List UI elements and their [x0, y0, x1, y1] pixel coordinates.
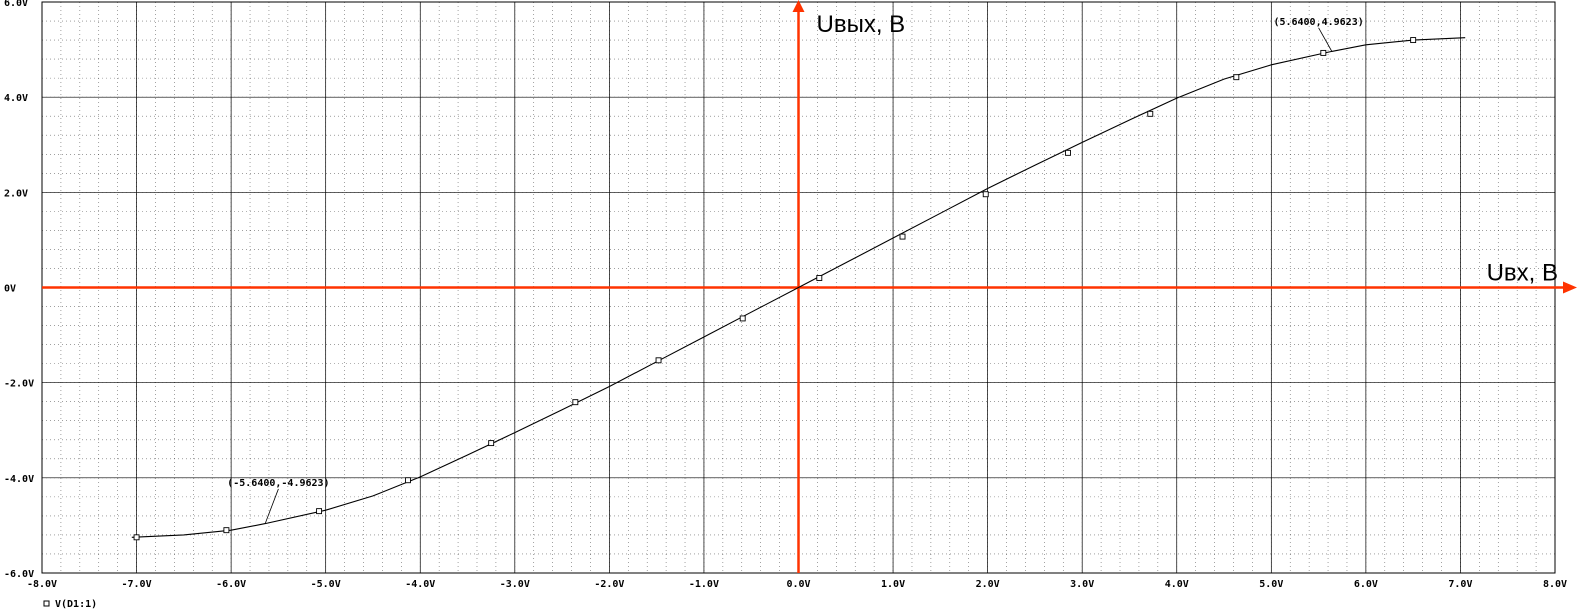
- y-tick-label: 2.0V: [4, 188, 28, 199]
- data-point-marker: [739, 315, 746, 322]
- data-point-marker: [655, 357, 662, 364]
- y-tick-label: 6.0V: [4, 0, 28, 9]
- data-point-marker: [133, 534, 140, 541]
- legend: V(D1:1): [43, 599, 97, 610]
- red-axes: [42, 0, 1577, 573]
- y-axis-title: Uвых, В: [817, 11, 906, 38]
- x-tick-label: -4.0V: [405, 579, 435, 590]
- data-point-marker: [316, 508, 323, 515]
- x-tick-label: 7.0V: [1448, 579, 1472, 590]
- legend-label: V(D1:1): [55, 599, 97, 610]
- x-axis-title: Uвх, В: [1487, 260, 1558, 287]
- y-tick-label: -2.0V: [4, 379, 34, 390]
- series-group: [131, 37, 1466, 538]
- x-tick-label: -2.0V: [594, 579, 624, 590]
- x-tick-label: -1.0V: [689, 579, 719, 590]
- annotations-group: (5.6400,4.9623) (-5.6400,-4.9623): [227, 17, 1364, 524]
- x-axis-arrow-icon: [1563, 281, 1577, 294]
- x-tick-label: 0.0V: [786, 579, 810, 590]
- data-point-marker: [1410, 37, 1417, 44]
- x-tick-label: 2.0V: [976, 579, 1000, 590]
- data-point-marker: [1065, 149, 1071, 156]
- annotation-label: (5.6400,4.9623): [1273, 17, 1363, 28]
- data-point-marker: [1147, 110, 1154, 117]
- x-tick-label: -3.0V: [500, 579, 530, 590]
- data-point-marker: [816, 275, 823, 281]
- data-point-marker: [405, 477, 411, 484]
- annotation-label: (-5.6400,-4.9623): [227, 478, 329, 489]
- y-axis-arrow-icon: [792, 0, 805, 12]
- data-point-marker: [488, 440, 495, 447]
- annotation-leader-line: [264, 488, 279, 524]
- data-point-marker: [1320, 49, 1327, 56]
- x-tick-label: 5.0V: [1259, 579, 1283, 590]
- data-point-marker: [899, 233, 906, 240]
- y-tick-labels: -6.0V -4.0V -2.0V 0V 2.0V 4.0V 6.0V: [4, 0, 34, 580]
- y-tick-label: -6.0V: [4, 569, 34, 580]
- markers-group: [133, 37, 1417, 541]
- x-tick-label: -8.0V: [27, 579, 57, 590]
- data-point-marker: [1233, 74, 1240, 81]
- y-tick-label: -4.0V: [4, 474, 34, 485]
- series-line: [131, 37, 1466, 538]
- data-point-marker: [572, 399, 579, 406]
- y-tick-label: 0V: [4, 284, 16, 295]
- x-tick-label: 8.0V: [1543, 579, 1567, 590]
- data-point-marker: [223, 527, 230, 534]
- data-point-marker: [982, 191, 989, 198]
- x-tick-label: 1.0V: [881, 579, 905, 590]
- x-tick-labels: -8.0V -7.0V -6.0V -5.0V -4.0V -3.0V -2.0V -1.0V…: [27, 579, 1567, 590]
- legend-marker-square-icon: [43, 600, 50, 607]
- x-tick-label: 3.0V: [1070, 579, 1094, 590]
- x-tick-label: 6.0V: [1354, 579, 1378, 590]
- x-tick-label: 4.0V: [1165, 579, 1189, 590]
- x-tick-label: -6.0V: [216, 579, 246, 590]
- x-tick-label: -5.0V: [311, 579, 341, 590]
- annotation-leader-line: [1318, 27, 1333, 52]
- y-tick-label: 4.0V: [4, 93, 28, 104]
- x-tick-label: -7.0V: [122, 579, 152, 590]
